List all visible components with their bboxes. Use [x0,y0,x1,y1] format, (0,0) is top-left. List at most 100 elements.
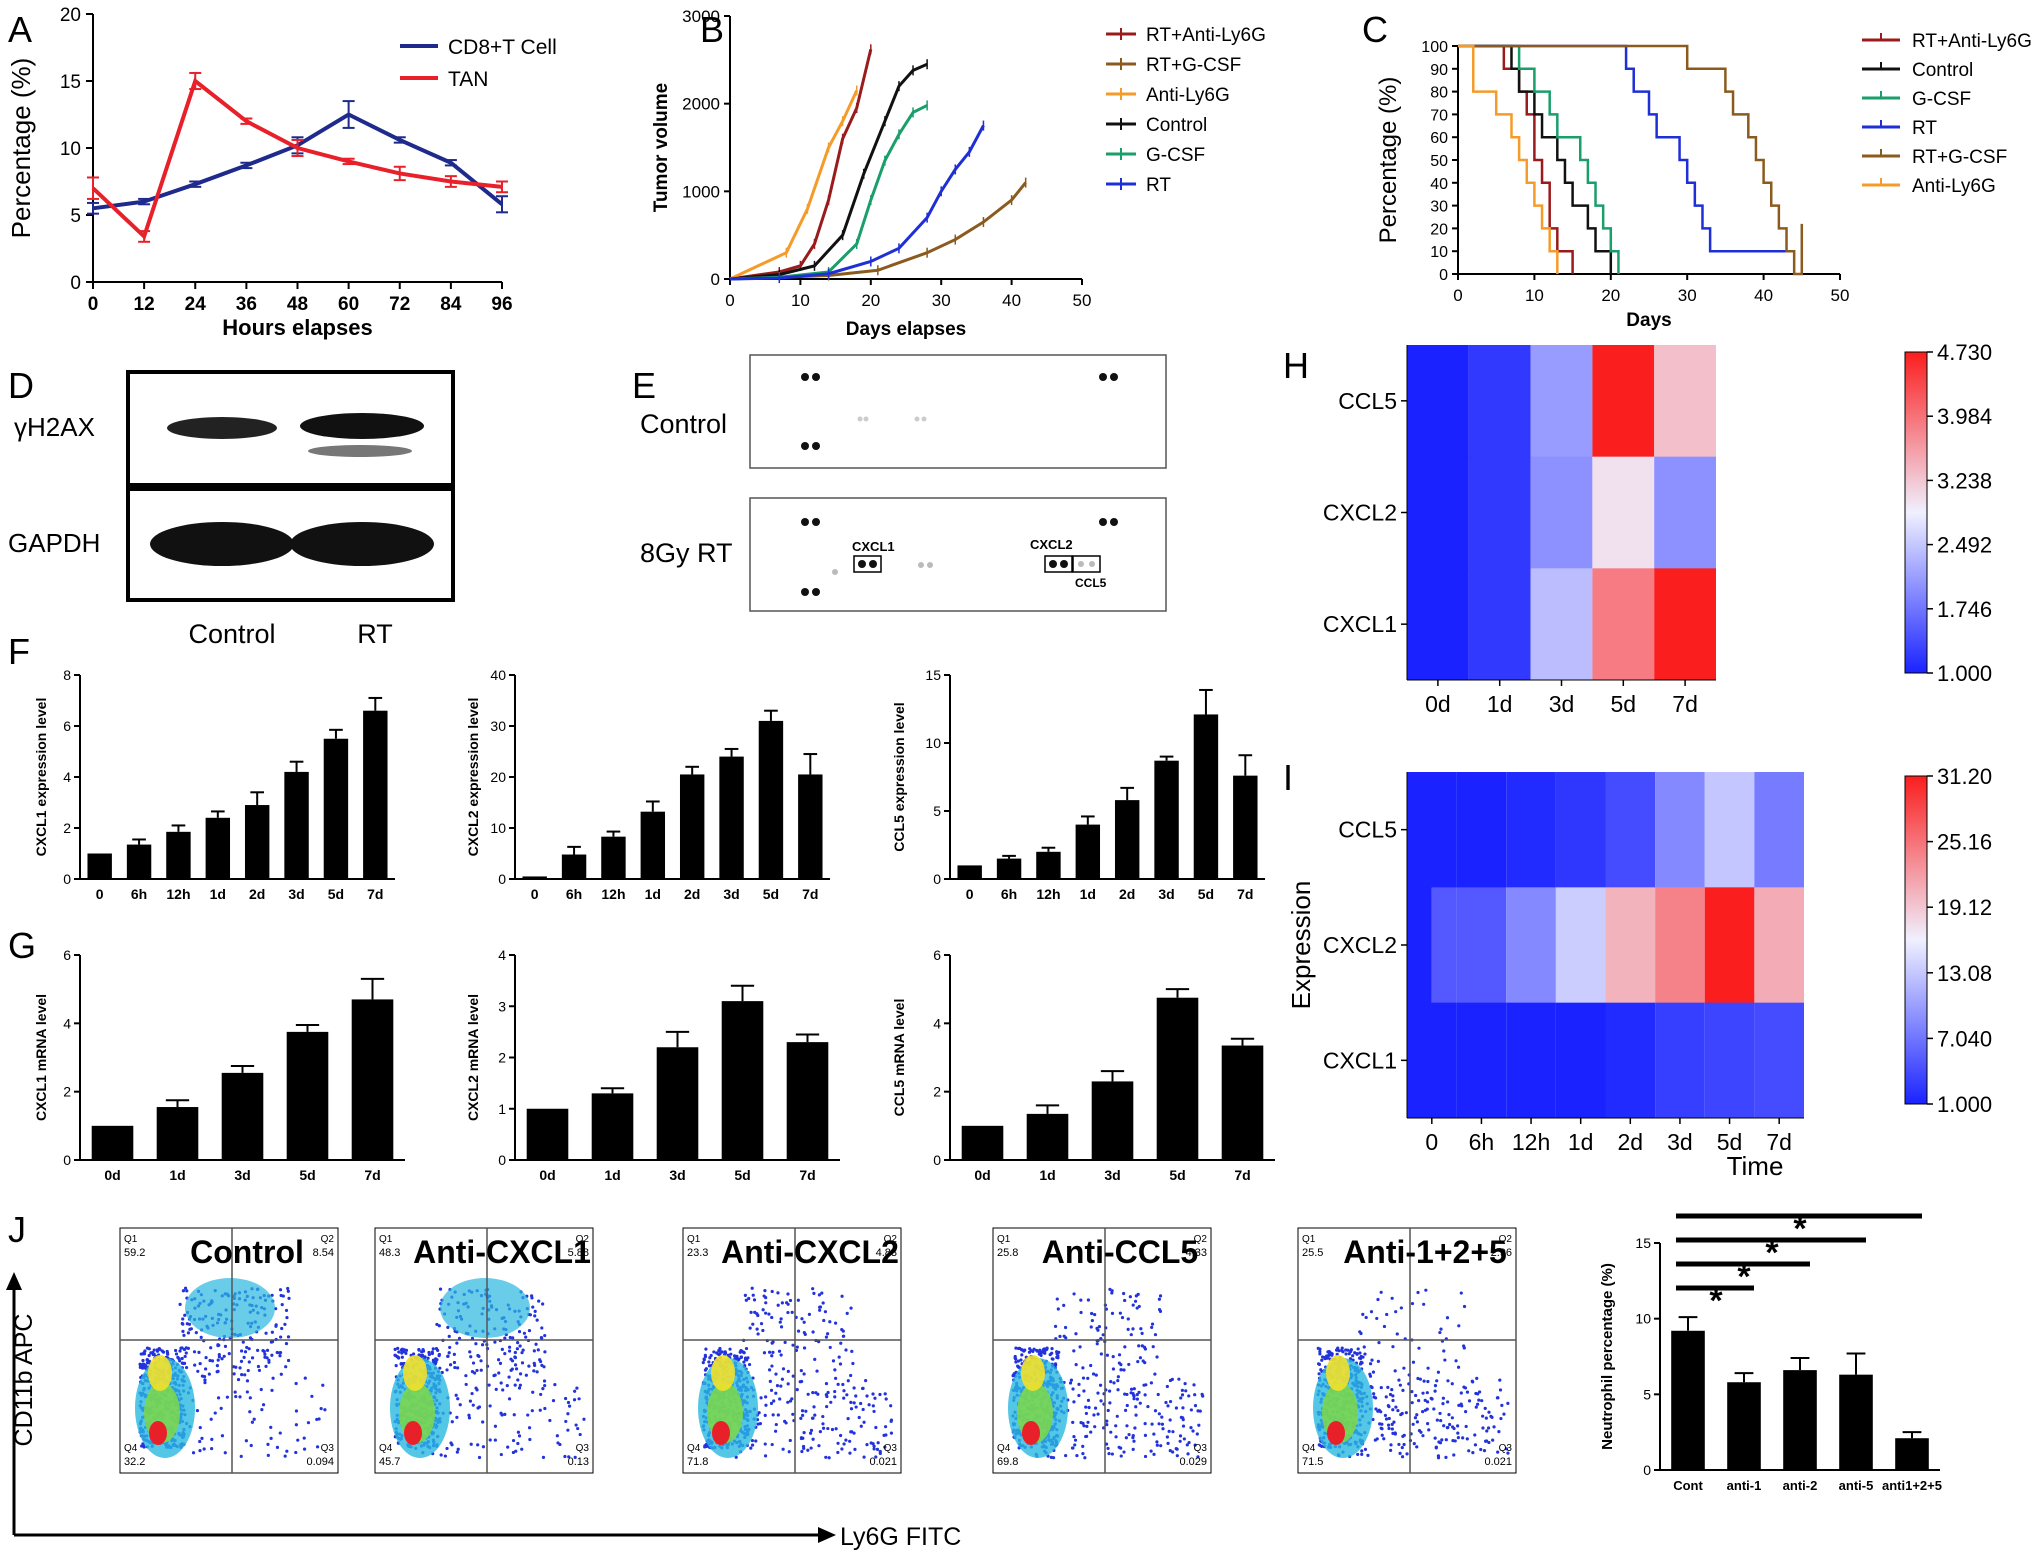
y-tick-label: 20 [60,5,81,26]
flow-event [257,1368,262,1373]
flow-x-axis-label: Ly6G FITC [840,1523,961,1551]
flow-event [1150,1322,1155,1326]
flow-event [1349,1349,1353,1354]
y-tick-label: 10 [925,735,941,751]
flow-event [445,1446,449,1451]
bar [1233,775,1258,879]
heatmap-cell [1592,345,1655,458]
flow-event [1012,1373,1016,1377]
flow-event [1129,1333,1133,1337]
x-tick-label: 72 [389,294,410,315]
flow-event [779,1317,783,1321]
x-tick-label: 3d [1158,886,1174,902]
panel-letter-B: B [700,9,724,50]
flow-event [840,1327,844,1332]
flow-event [813,1413,817,1417]
y-tick-label: 6 [63,947,71,963]
flow-event [1081,1376,1086,1380]
flow-event [1404,1411,1408,1415]
flow-event [1074,1363,1078,1367]
flow-event [802,1372,806,1376]
flow-event [1185,1443,1189,1447]
flow-event [518,1383,522,1387]
flow-event [1141,1359,1145,1363]
flow-event [1497,1430,1501,1434]
flow-event [1316,1346,1320,1350]
flow-event [1374,1396,1378,1400]
flow-event [1153,1372,1157,1376]
flow-event [1465,1390,1470,1394]
x-tick-label: 7d [364,1167,380,1183]
flow-event [303,1376,307,1380]
flow-event [1114,1435,1118,1439]
flow-event [1085,1424,1089,1428]
y-tick-label: 30 [1430,199,1448,216]
flow-event [1040,1350,1044,1354]
x-tick-label: 12 [134,294,155,315]
flow-event [795,1388,799,1392]
heatmap-cell [1592,568,1655,681]
flow-event [1442,1424,1446,1428]
x-tick-label: 50 [1073,291,1092,310]
flow-event [1165,1435,1169,1439]
flow-event [513,1356,518,1360]
flow-event [543,1383,547,1388]
y-arrow-head [6,1272,22,1290]
flow-event [844,1348,848,1352]
flow-event [840,1294,844,1298]
flow-event [236,1377,241,1382]
color-bar-label: 25.16 [1937,830,1992,855]
flow-event [1122,1291,1126,1296]
array-spot [858,560,866,568]
flow-event [728,1347,732,1351]
heatmap-cell [1605,772,1656,888]
flow-event [1096,1412,1100,1416]
flow-event [774,1372,778,1376]
bar [205,817,231,879]
flow-event [1053,1324,1058,1328]
y-axis-label: Tumor volume [651,83,672,213]
flow-event [1368,1362,1373,1366]
flow-event [437,1324,441,1328]
flow-event [532,1349,536,1353]
flow-event [791,1374,795,1378]
flow-event [1473,1443,1478,1447]
flow-event [1481,1426,1485,1430]
y-tick-label: 15 [925,667,941,683]
flow-event [1093,1312,1097,1317]
flow-event [764,1403,768,1407]
flow-event [497,1371,501,1375]
flow-event [456,1447,460,1451]
flow-event [1362,1345,1366,1349]
flow-event [431,1347,435,1351]
flow-event [752,1298,757,1302]
flow-event [245,1379,250,1383]
y-axis-label: Percentage (%) [1375,77,1402,244]
flow-event [1027,1350,1032,1354]
flow-event [141,1358,145,1363]
bar-chart-G1: 0 2 4 6 0d 1d 3d 5d 7d CXCL1 mRNA level [33,947,405,1183]
flow-event [1110,1291,1114,1295]
flow-event [1064,1336,1068,1340]
flow-event [233,1390,237,1394]
array-spot [863,416,869,422]
col-label: 7d [1766,1129,1792,1155]
bar [166,831,191,879]
flow-event [278,1288,283,1292]
quadrant-label: Q3 [1499,1443,1513,1454]
flow-event [1105,1422,1109,1427]
quadrant-label: Q4 [687,1443,701,1454]
flow-event [753,1310,757,1314]
flow-event [310,1394,314,1398]
y-tick-label: 0 [498,1152,506,1168]
panel-a-chart: 0 12 24 36 48 60 72 84 96 0 5 10 15 20 Hours elapses Pe… [6,5,557,340]
bar [284,771,309,879]
flow-event [468,1399,473,1403]
flow-event [537,1299,541,1303]
legend-label: G-CSF [1912,89,1971,110]
heatmap-cell [1407,568,1469,681]
flow-event [553,1383,557,1387]
y-tick-label: 10 [1635,1311,1651,1327]
bar [721,1001,764,1160]
flow-event [709,1353,713,1358]
